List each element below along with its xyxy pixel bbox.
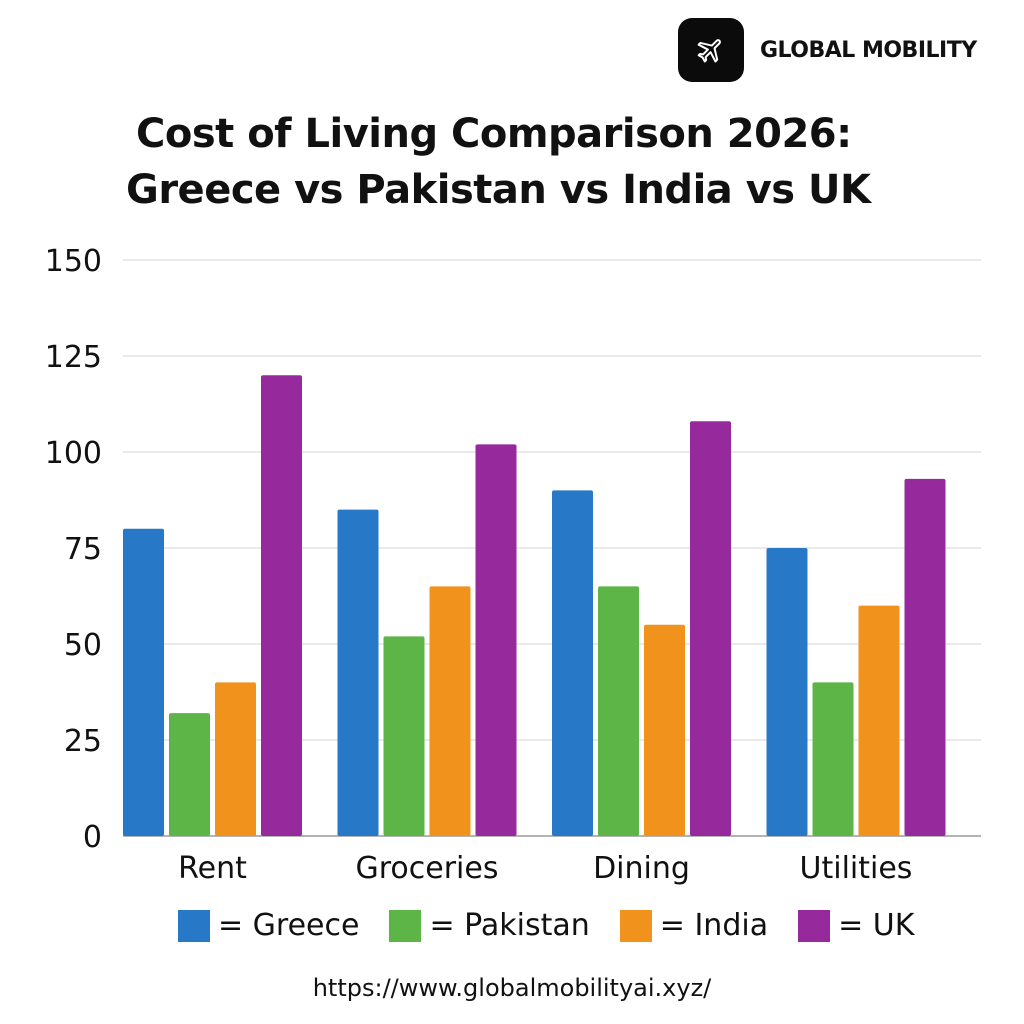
x-tick-label: Utilities [800, 851, 913, 886]
legend-label-uk: = UK [838, 908, 915, 943]
legend-item-india: = India [619, 908, 769, 943]
legend-swatch-india [619, 909, 652, 942]
legend-label-pakistan: = Pakistan [429, 908, 590, 943]
legend-swatch-uk [798, 909, 831, 942]
bar-greece-groceries [337, 509, 379, 836]
bar-greece-utilities [766, 548, 808, 836]
y-tick-label: 100 [45, 436, 102, 471]
bar-india-dining [644, 624, 685, 836]
y-tick-label: 150 [45, 244, 102, 279]
source-url[interactable]: https://www.globalmobilityai.xyz/ [312, 974, 712, 1002]
bar-uk-groceries [475, 444, 517, 836]
chart-title-line-2: Greece vs Pakistan vs India vs UK [126, 167, 871, 213]
legend-item-pakistan: = Pakistan [389, 908, 590, 943]
legend: = Greece = Pakistan = India = UK [178, 908, 944, 943]
y-tick-label: 125 [45, 340, 102, 375]
legend-label-greece: = Greece [218, 908, 360, 943]
x-tick-label: Rent [178, 851, 247, 886]
bar-greece-rent [123, 528, 164, 836]
bar-uk-utilities [904, 478, 946, 836]
y-tick-label: 75 [64, 532, 102, 567]
airplane-icon [678, 18, 744, 82]
y-tick-label: 0 [83, 820, 102, 855]
bar-pakistan-utilities [812, 682, 854, 836]
bar-uk-dining [690, 421, 731, 836]
legend-item-uk: = UK [798, 908, 914, 943]
legend-swatch-pakistan [389, 909, 422, 942]
bar-pakistan-groceries [383, 636, 425, 836]
chart-title-line-1: Cost of Living Comparison 2026: [136, 111, 852, 157]
bar-india-rent [215, 682, 256, 836]
airplane-icon-glyph [697, 39, 721, 63]
chart-title: Cost of Living Comparison 2026: Greece v… [0, 106, 1024, 218]
bar-pakistan-rent [169, 713, 210, 836]
bar-india-groceries [429, 586, 471, 836]
brand: GLOBAL MOBILITY [678, 18, 977, 82]
legend-label-india: = India [659, 908, 769, 943]
y-tick-label: 50 [64, 628, 102, 663]
bar-uk-rent [261, 375, 302, 836]
bar-pakistan-dining [598, 586, 639, 836]
bar-greece-dining [552, 490, 593, 836]
x-tick-label: Groceries [356, 851, 499, 886]
x-tick-label: Dining [593, 851, 690, 886]
bar-india-utilities [858, 605, 900, 836]
legend-item-greece: = Greece [178, 908, 359, 943]
brand-name: GLOBAL MOBILITY [760, 37, 977, 63]
y-tick-label: 25 [64, 724, 102, 759]
legend-swatch-greece [178, 909, 210, 942]
